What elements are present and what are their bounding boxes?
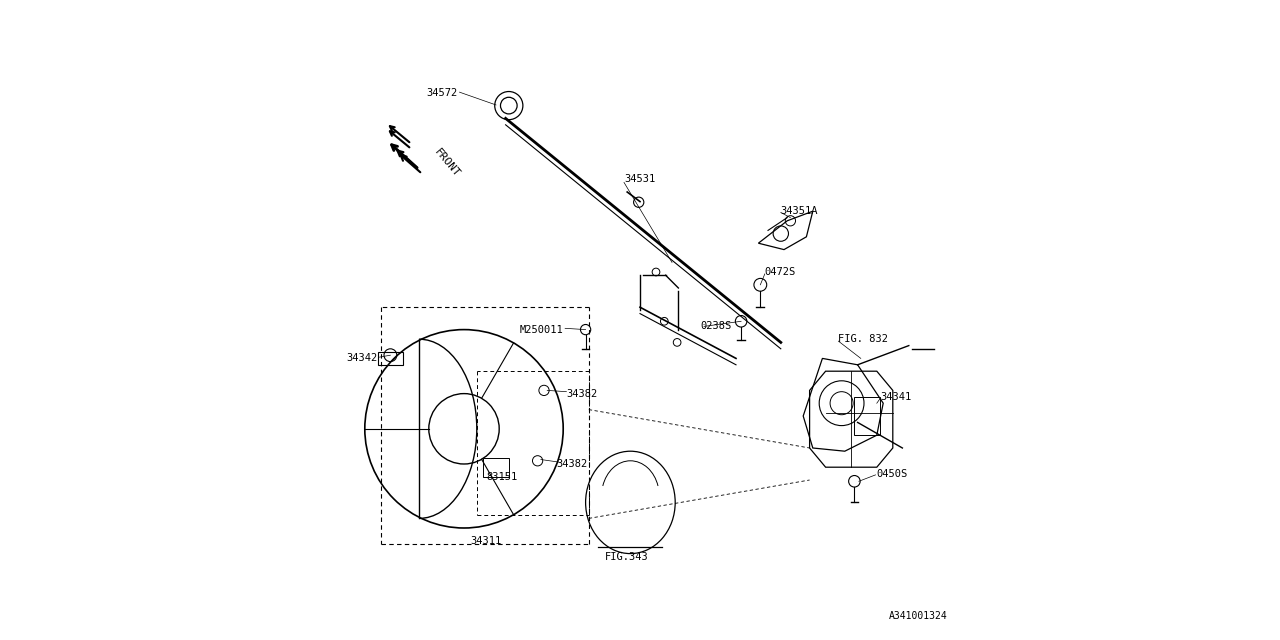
Bar [484,458,508,477]
Text: 34382: 34382 [557,459,588,469]
Text: M250011: M250011 [520,324,563,335]
Bar [378,352,403,365]
Text: 34341: 34341 [881,392,911,402]
Text: FRONT: FRONT [433,147,461,179]
Text: 34382: 34382 [566,388,598,399]
Text: A341001324: A341001324 [888,611,947,621]
Text: 34342: 34342 [347,353,378,364]
Text: 34311: 34311 [471,536,502,546]
Text: 34351A: 34351A [781,206,818,216]
Text: FIG. 832: FIG. 832 [838,334,888,344]
Text: 34572: 34572 [426,88,458,98]
Text: FIG.343: FIG.343 [605,552,649,562]
Text: 34531: 34531 [625,174,655,184]
Text: 0450S: 0450S [877,468,908,479]
Text: 0238S: 0238S [701,321,732,332]
Bar [855,397,881,435]
Text: 0472S: 0472S [765,267,796,277]
Text: 83151: 83151 [486,472,517,482]
